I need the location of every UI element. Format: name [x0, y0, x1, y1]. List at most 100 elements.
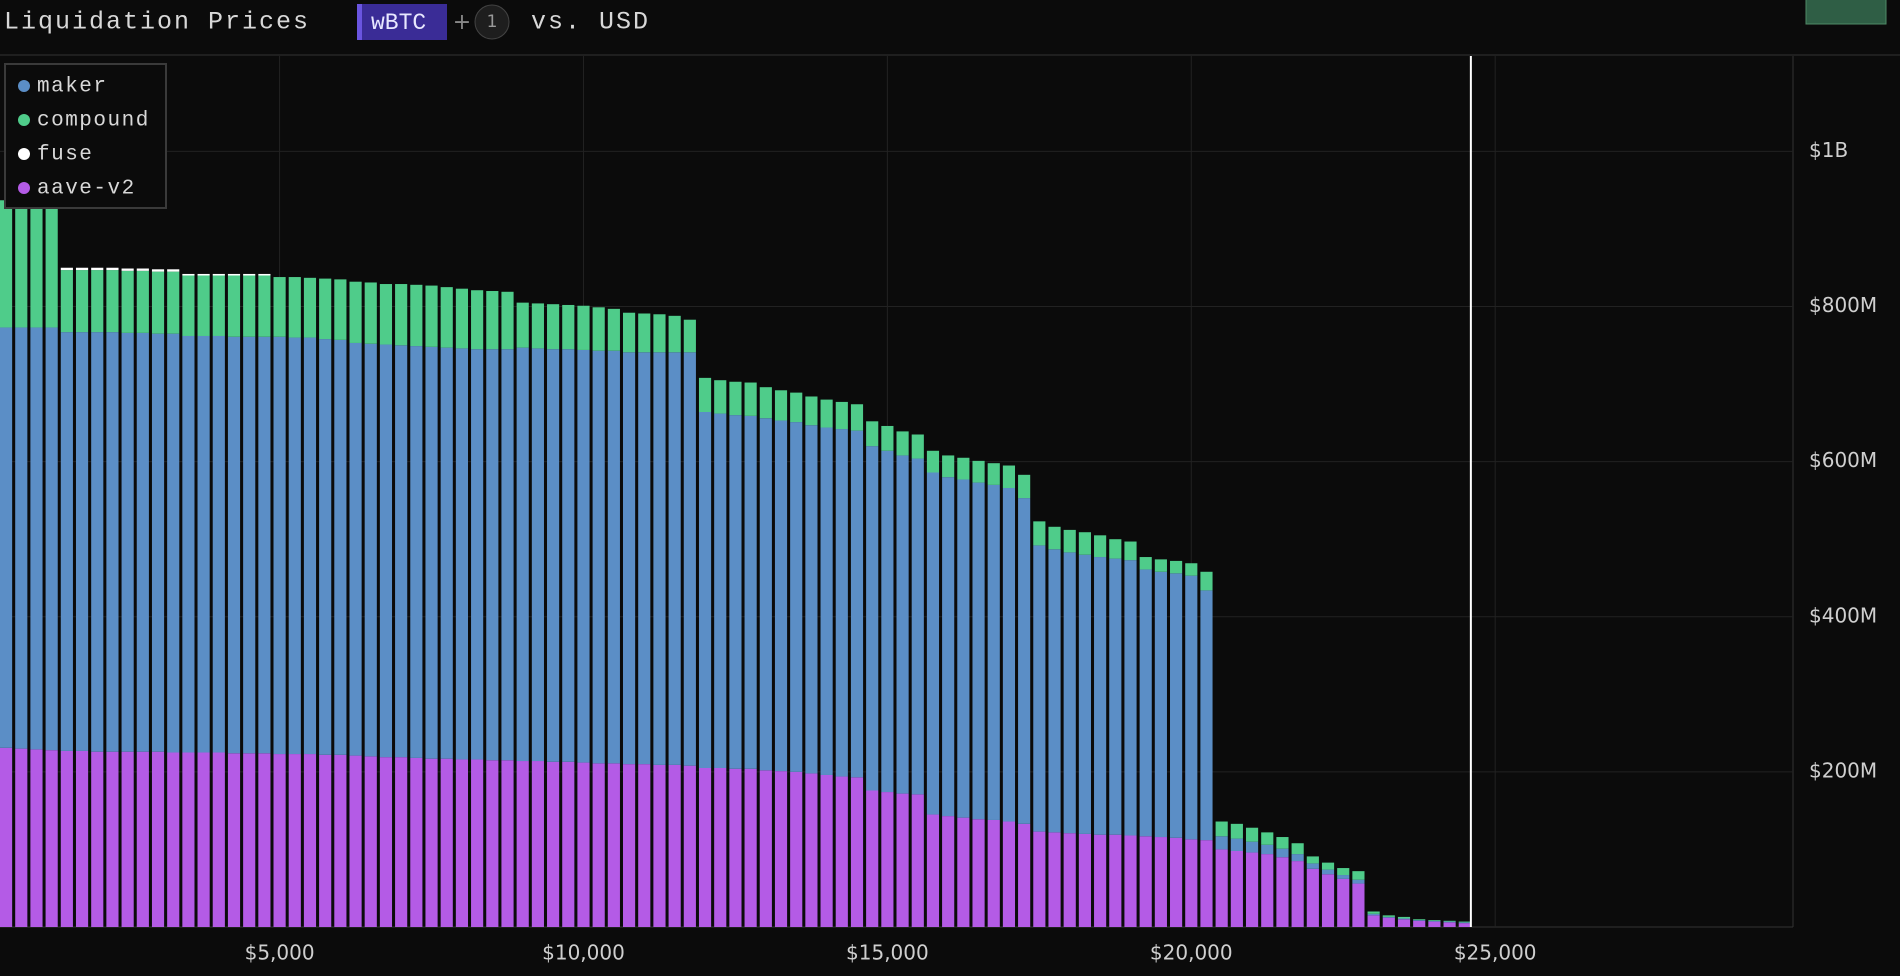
bar-segment	[653, 764, 666, 927]
bar-segment	[1291, 854, 1304, 862]
bar-segment	[774, 420, 788, 772]
bar-segment	[182, 275, 195, 336]
bar-segment	[1306, 863, 1319, 869]
bar-segment	[227, 275, 241, 337]
bar-segment	[1337, 868, 1350, 876]
bar-segment	[501, 349, 514, 761]
bar-segment	[258, 753, 271, 927]
bar-segment	[1215, 836, 1228, 850]
bar-segment	[547, 349, 560, 762]
bar-segment	[1094, 535, 1107, 558]
y-tick-label: $1B	[1809, 138, 1848, 162]
bar-segment	[1018, 823, 1031, 927]
bar-segment	[1428, 920, 1441, 922]
bar-segment	[455, 759, 469, 927]
legend-label: maker	[37, 76, 108, 99]
bar-segment	[75, 750, 89, 927]
bar-segment	[501, 760, 514, 927]
bar-segment	[1002, 465, 1016, 489]
bar-segment	[1215, 821, 1228, 837]
bar-segment	[1018, 498, 1031, 824]
bar-segment	[1245, 841, 1259, 853]
x-tick-label: $20,000	[1150, 941, 1233, 965]
bar-segment	[668, 315, 681, 353]
bar-segment	[516, 302, 529, 348]
bar-segment	[1230, 850, 1243, 927]
bar-segment	[197, 752, 210, 927]
bar-segment	[106, 270, 119, 333]
bar-segment	[1413, 920, 1426, 927]
bar-segment	[227, 336, 241, 754]
bar-segment	[1200, 571, 1213, 591]
bar-segment	[698, 412, 712, 769]
bar-segment	[1397, 918, 1411, 920]
bar-segment	[896, 455, 909, 794]
bar-segment	[45, 327, 58, 751]
bar-segment	[486, 349, 499, 761]
extra-badge[interactable]	[474, 4, 510, 40]
bar-segment	[136, 751, 149, 927]
bar-segment	[1321, 862, 1335, 870]
bar-segment	[638, 764, 651, 927]
bar-segment	[151, 333, 165, 752]
bar-segment	[303, 754, 317, 927]
bar-segment	[167, 269, 180, 272]
bar-segment	[1170, 837, 1183, 927]
y-tick-label: $600M	[1809, 448, 1877, 472]
bar-segment	[60, 332, 73, 751]
bar-segment	[440, 758, 453, 927]
bar-segment	[167, 271, 180, 334]
bar-segment	[364, 282, 377, 344]
bar-segment	[212, 752, 225, 927]
bar-segment	[744, 382, 757, 416]
bar-segment	[425, 346, 438, 759]
bar-segment	[607, 763, 620, 927]
bar-segment	[349, 755, 362, 927]
toolbar[interactable]	[1805, 0, 1887, 25]
bar-segment	[1078, 833, 1091, 927]
bar-segment	[167, 752, 180, 927]
bar-segment	[759, 387, 772, 419]
bar-segment	[1078, 554, 1091, 834]
bar-segment	[121, 268, 134, 271]
bar-segment	[774, 771, 788, 927]
bar-segment	[1230, 823, 1243, 839]
bar-segment	[1382, 917, 1395, 927]
bar-segment	[1033, 545, 1046, 832]
bar-segment	[212, 335, 225, 753]
bar-segment	[1215, 849, 1228, 927]
bar-segment	[440, 287, 453, 348]
bar-segment	[1245, 852, 1259, 927]
bar-segment	[638, 352, 651, 765]
bar-segment	[0, 747, 13, 927]
bar-segment	[1458, 923, 1471, 927]
bar-segment	[1170, 573, 1183, 838]
bar-segment	[1002, 488, 1016, 822]
asset-chip[interactable]	[357, 4, 447, 40]
bar-segment	[91, 751, 104, 927]
bar-segment	[303, 337, 317, 755]
bar-segment	[805, 425, 818, 774]
bar-segment	[151, 271, 165, 334]
bar-segment	[45, 201, 58, 328]
bar-segment	[1094, 557, 1107, 835]
bar-segment	[197, 273, 210, 276]
legend-label: aave-v2	[37, 178, 136, 201]
legend-marker	[18, 114, 30, 126]
bar-segment	[121, 751, 134, 927]
bar-segment	[942, 477, 955, 817]
bar-segment	[1382, 915, 1395, 917]
bar-segment	[1306, 856, 1319, 864]
bar-segment	[850, 777, 864, 927]
bar-segment	[607, 350, 620, 764]
bar-segment	[151, 751, 165, 927]
chip-edge	[357, 4, 362, 40]
bar-segment	[957, 457, 970, 480]
asset[interactable]: wBTC	[371, 10, 426, 36]
bar-segment	[1306, 868, 1319, 927]
bar-segment	[1124, 541, 1137, 561]
bar-segment	[106, 267, 119, 271]
extra-count[interactable]: 1	[487, 12, 498, 32]
bar-segment	[577, 349, 590, 763]
bar-segment	[729, 768, 742, 927]
